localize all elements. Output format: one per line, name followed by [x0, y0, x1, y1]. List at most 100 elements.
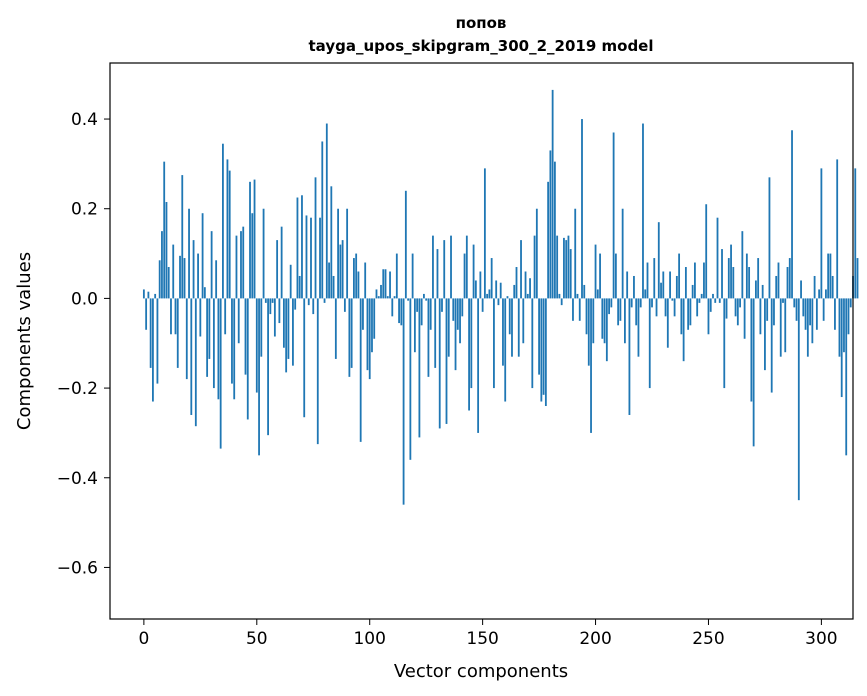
bar — [542, 298, 545, 395]
bar — [646, 262, 649, 299]
bar — [802, 298, 805, 317]
bar — [843, 298, 845, 353]
bar — [779, 298, 782, 357]
bar — [648, 298, 651, 389]
bar — [276, 240, 279, 299]
bar — [691, 284, 694, 299]
bar — [490, 258, 493, 299]
bar — [255, 298, 258, 393]
bar — [605, 298, 608, 362]
x-tick-label: 0 — [138, 629, 149, 649]
x-axis-label: Vector components — [394, 661, 568, 682]
bar — [750, 298, 753, 402]
bar — [278, 298, 281, 324]
bar — [782, 298, 784, 303]
bar — [689, 298, 692, 326]
bar — [707, 298, 710, 335]
bar — [594, 244, 597, 299]
bar — [786, 267, 789, 299]
bar — [384, 269, 387, 299]
bar — [249, 181, 251, 299]
bar — [404, 190, 407, 299]
bar — [788, 258, 791, 299]
bar — [635, 298, 638, 326]
bar — [608, 298, 610, 315]
bar — [820, 168, 823, 299]
bar — [355, 253, 358, 299]
bar — [768, 177, 771, 299]
bar — [413, 298, 416, 353]
y-tick-label: −0.6 — [57, 558, 98, 578]
bar — [773, 298, 775, 326]
bar — [145, 298, 148, 330]
bar — [282, 298, 285, 348]
bar — [287, 298, 290, 359]
bar — [804, 298, 807, 330]
bar — [727, 258, 730, 299]
bar — [578, 298, 581, 321]
bar — [714, 298, 717, 303]
bar — [319, 217, 321, 299]
bar — [682, 298, 685, 362]
bar — [497, 298, 500, 306]
bar — [375, 289, 378, 299]
bar — [208, 298, 211, 359]
bar — [321, 141, 324, 299]
bar — [233, 298, 236, 400]
bar — [678, 253, 681, 299]
bar — [314, 177, 317, 299]
bar — [666, 298, 669, 348]
bar — [224, 298, 227, 335]
bar — [420, 298, 423, 326]
x-tick-label: 200 — [579, 629, 611, 649]
bar — [493, 298, 495, 389]
bar — [806, 298, 809, 357]
bar — [382, 269, 385, 299]
bar — [285, 298, 288, 373]
bar — [377, 296, 380, 299]
bar — [700, 293, 703, 299]
bar — [292, 298, 294, 366]
bar — [576, 293, 579, 299]
bar — [549, 150, 552, 299]
bar — [854, 168, 857, 299]
bar — [522, 298, 525, 344]
bar — [592, 298, 595, 344]
bar — [307, 298, 310, 306]
x-tick-label: 250 — [692, 629, 724, 649]
bar — [655, 298, 658, 317]
bar — [199, 298, 202, 337]
bar — [371, 298, 373, 353]
bar — [212, 298, 215, 389]
bar — [745, 253, 748, 299]
bar — [323, 298, 326, 303]
bar — [441, 298, 443, 312]
bar — [809, 298, 811, 326]
bar — [483, 168, 486, 299]
bar — [429, 298, 432, 330]
bar — [310, 217, 312, 299]
bar — [619, 298, 622, 321]
bar — [836, 159, 839, 299]
bar — [567, 235, 570, 299]
bar — [504, 298, 507, 402]
bar — [188, 208, 190, 299]
bar — [235, 235, 238, 299]
bar — [698, 298, 701, 303]
bar — [599, 253, 601, 299]
bar — [748, 267, 751, 299]
bar — [581, 119, 583, 299]
bar — [583, 284, 586, 299]
bar — [373, 298, 376, 339]
bar — [847, 298, 850, 335]
bar — [158, 260, 161, 299]
bar — [849, 298, 852, 308]
bar — [840, 298, 843, 398]
bar — [194, 298, 197, 427]
x-axis-ticks: 0 50 100 150 200 250 300 — [138, 619, 838, 649]
bar — [273, 298, 276, 337]
bar — [411, 253, 414, 299]
bar — [402, 298, 405, 505]
bar — [797, 298, 800, 501]
bar — [813, 275, 816, 299]
